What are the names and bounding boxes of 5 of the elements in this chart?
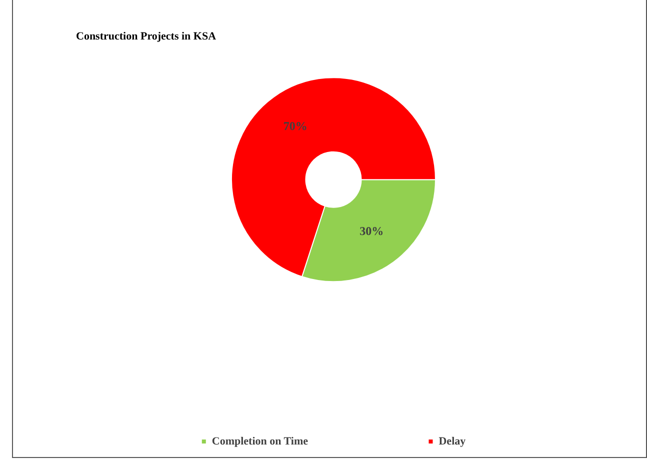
data-label: 30% (360, 224, 384, 238)
data-label: 70% (283, 119, 308, 134)
legend-label: Delay (438, 435, 466, 448)
chart-title: Construction Projects in KSA (76, 30, 216, 42)
legend-label: Completion on Time (212, 435, 308, 448)
